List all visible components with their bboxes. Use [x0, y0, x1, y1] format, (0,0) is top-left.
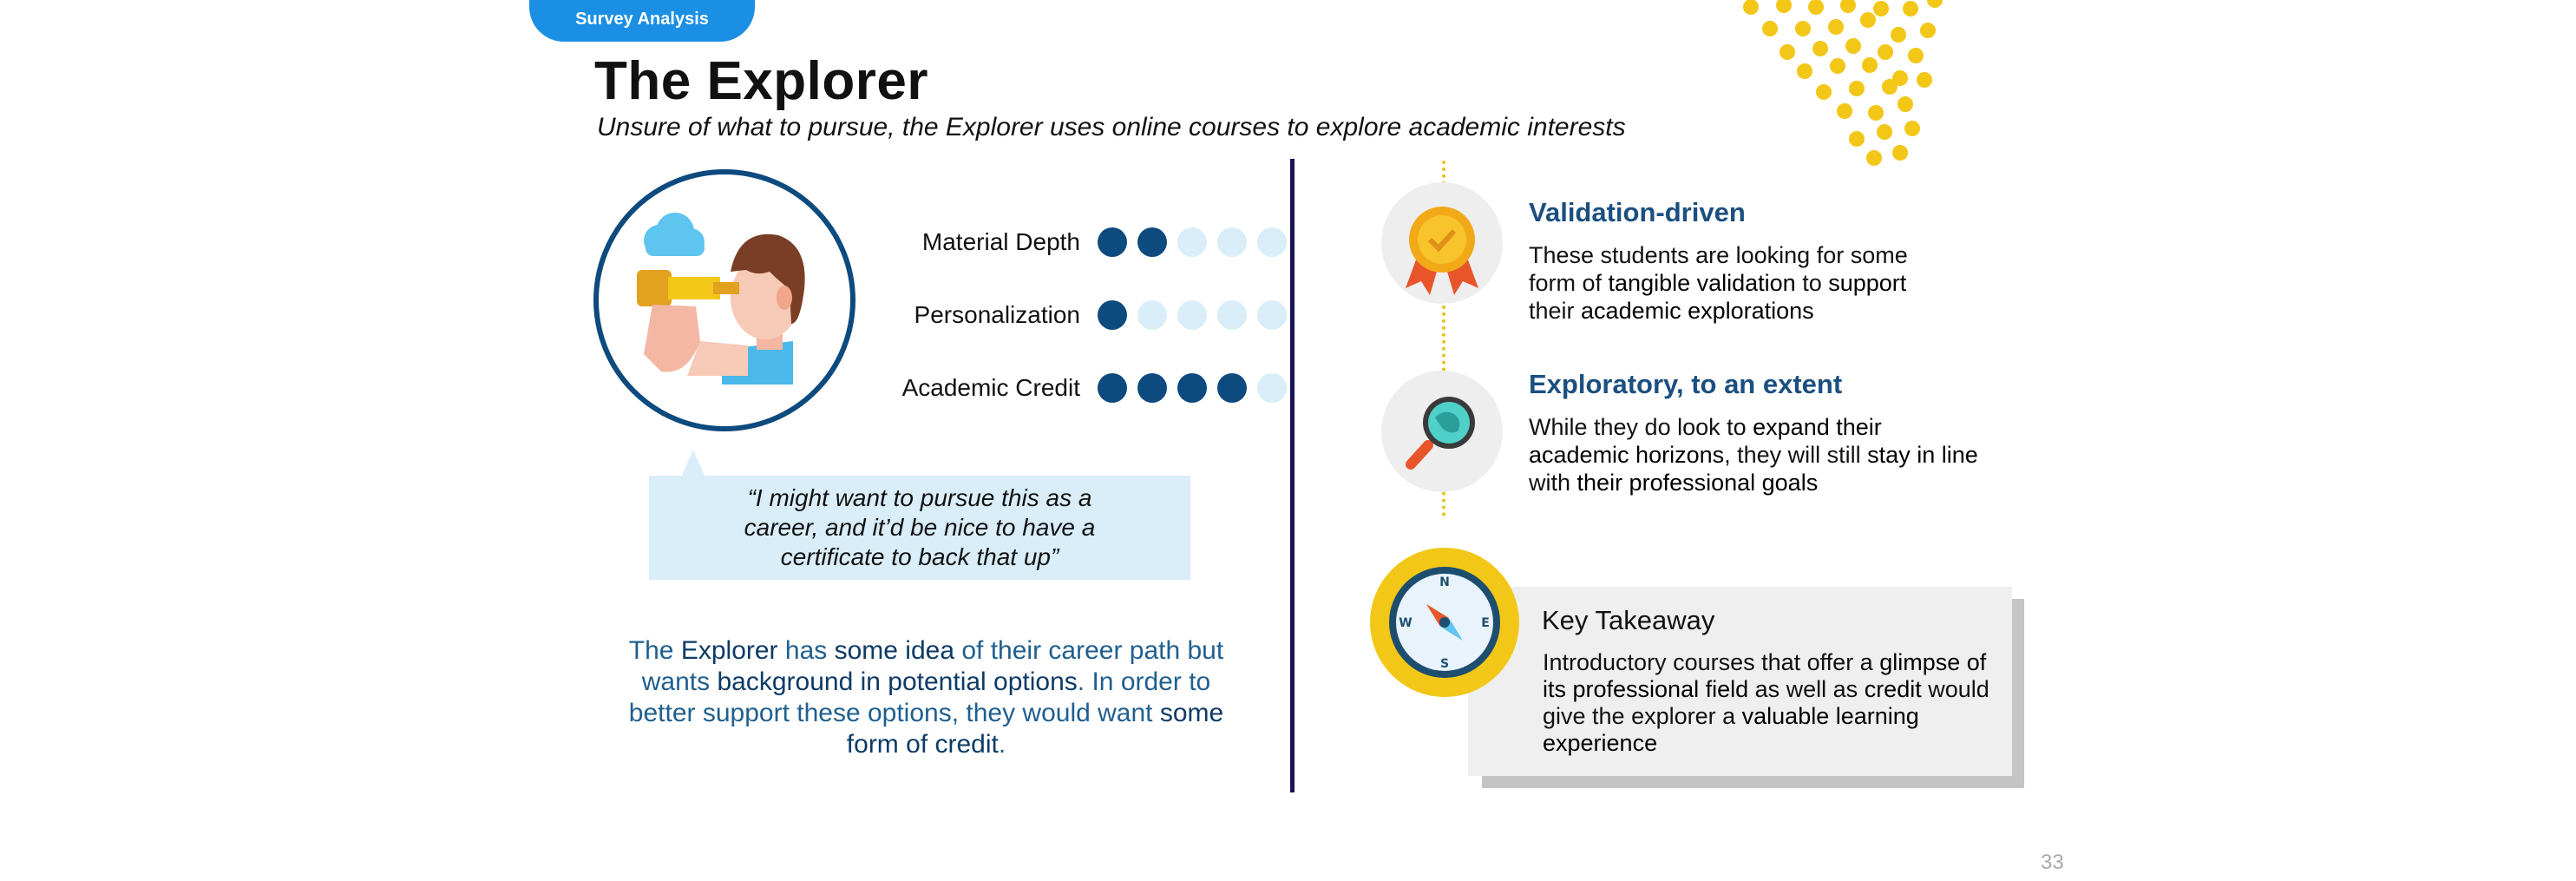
section-tag: Survey Analysis	[529, 0, 755, 42]
takeaway-title: Key Takeaway	[1542, 605, 1715, 635]
compass-letter: E	[1481, 616, 1490, 630]
rating-dots	[1098, 373, 1287, 403]
quote-text: “I might want to pursue this as a career…	[744, 484, 1096, 570]
rating-dot-filled	[1137, 373, 1167, 403]
page-subtitle: Unsure of what to pursue, the Explorer u…	[597, 113, 1626, 141]
takeaway-text-part: Introductory courses that offer a	[1543, 649, 1880, 675]
page-number: 33	[2041, 851, 2064, 874]
takeaway-text-bold: credit	[1864, 676, 1922, 702]
summary-text: has	[777, 636, 835, 665]
rating-dot-filled	[1098, 300, 1127, 330]
takeaway-text-bold: valuable learning experience	[1543, 703, 1919, 756]
feature-text-bold: support	[1828, 270, 1907, 296]
quote-box: “I might want to pursue this as a career…	[649, 476, 1190, 580]
rating-dot-empty	[1177, 227, 1207, 257]
rating-label: Material Depth	[921, 228, 1080, 255]
feature-text-bold: academic explorations	[1581, 298, 1814, 324]
summary-highlight: some form of credit	[846, 699, 1224, 759]
summary-text: The	[628, 636, 681, 665]
feature-text-part: to	[1795, 270, 1829, 296]
compass-letter: S	[1440, 657, 1449, 671]
feature-title: Exploratory, to an extent	[1529, 369, 1843, 399]
summary-text: . In order to better support these optio…	[628, 667, 1211, 727]
feature-text-bold: expand their academic horizons	[1529, 414, 1882, 468]
summary-highlight: some idea	[834, 636, 955, 665]
feature-text-part: These students are looking for some form…	[1529, 242, 1908, 296]
rating-dot-filled	[1098, 227, 1127, 257]
decorative-dot-pattern	[1743, 0, 1943, 166]
icon-circle-bg	[1381, 371, 1503, 492]
rating-dot-filled	[1217, 373, 1247, 403]
rating-dot-empty	[1257, 227, 1287, 257]
speech-bubble-pointer	[681, 450, 705, 477]
vertical-divider	[1290, 159, 1295, 792]
compass-letter: N	[1439, 575, 1450, 589]
takeaway-text: Introductory courses that offer a glimps…	[1543, 649, 2002, 757]
page-title: The Explorer	[594, 51, 928, 111]
compass-letter: W	[1399, 616, 1412, 630]
feature-text-bold: their professional goals	[1576, 470, 1819, 496]
award-medal-icon	[1406, 207, 1478, 295]
feature-text-part: , they will still	[1724, 442, 1868, 468]
takeaway-text-part: as well as	[1748, 676, 1865, 702]
rating-dot-filled	[1098, 373, 1127, 403]
feature-text-part: their	[1529, 298, 1582, 324]
rating-row-personalization: Personalization	[855, 293, 1287, 337]
rating-dot-empty	[1217, 227, 1247, 257]
feature-text-bold: stay in line	[1867, 442, 1978, 468]
feature-text-part: with	[1529, 470, 1577, 496]
summary-text: of their career path but wants	[641, 636, 1224, 696]
rating-dot-filled	[1177, 373, 1207, 403]
rating-dot-filled	[1137, 227, 1167, 257]
timeline-line	[1442, 161, 1445, 516]
takeaway-box	[1468, 587, 2012, 776]
feature-title: Validation-driven	[1529, 197, 1746, 227]
summary-highlight: background in potential options	[717, 667, 1078, 696]
feature-text-bold: tangible validation	[1608, 270, 1796, 296]
rating-dot-empty	[1177, 300, 1207, 330]
magnifier-globe-icon	[1406, 397, 1475, 470]
rating-dot-empty	[1137, 300, 1167, 330]
icon-circle-bg	[1381, 182, 1503, 304]
rating-label: Personalization	[914, 301, 1080, 328]
summary-highlight: Explorer	[680, 636, 778, 665]
persona-summary: The Explorer has some idea of their care…	[607, 635, 1245, 760]
rating-row-material-depth: Material Depth	[855, 220, 1287, 264]
feature-text: While they do look to expand their acade…	[1529, 413, 1980, 496]
rating-row-academic-credit: Academic Credit	[855, 366, 1287, 410]
rating-dot-empty	[1257, 373, 1287, 403]
explorer-avatar-icon	[593, 169, 855, 431]
feature-text-part: While they do look to	[1529, 414, 1753, 440]
takeaway-text-bold: glimpse of its professional field	[1543, 649, 1987, 702]
compass-icon: N S E W	[1370, 548, 1519, 697]
rating-label: Academic Credit	[901, 374, 1080, 401]
feature-text: These students are looking for some form…	[1529, 241, 1945, 325]
takeaway-text-part: would give the explorer a	[1543, 676, 1989, 729]
rating-dots	[1098, 227, 1287, 257]
rating-dot-empty	[1257, 300, 1287, 330]
rating-dot-empty	[1217, 300, 1247, 330]
rating-dots	[1098, 300, 1287, 330]
summary-text: .	[998, 730, 1006, 759]
